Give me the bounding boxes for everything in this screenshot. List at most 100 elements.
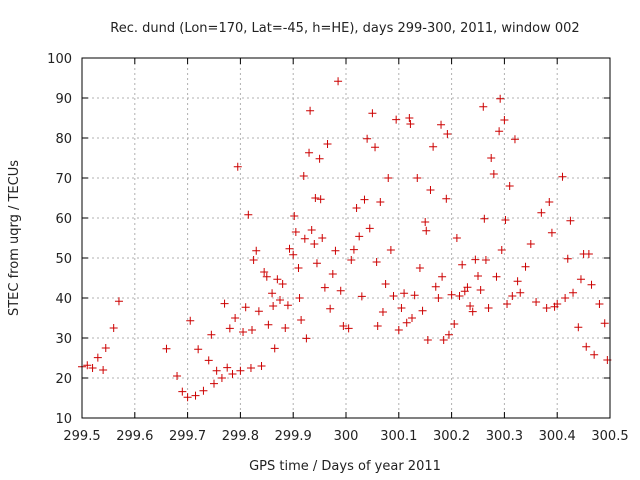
data-point-plus	[316, 195, 325, 204]
data-point-plus	[471, 255, 480, 264]
data-point-plus	[254, 307, 263, 316]
data-point-plus	[545, 198, 554, 206]
data-point-plus	[496, 94, 505, 103]
data-point-plus	[406, 120, 415, 128]
data-point-plus	[285, 244, 294, 253]
data-point-plus	[252, 246, 261, 255]
data-point-plus	[455, 292, 464, 300]
data-point-plus	[294, 264, 303, 272]
data-point-plus	[500, 116, 509, 124]
data-point-plus	[289, 250, 298, 259]
data-point-plus	[503, 300, 512, 308]
data-point-plus	[434, 294, 443, 302]
data-point-plus	[318, 234, 327, 242]
y-tick-label: 30	[55, 332, 72, 347]
data-point-plus	[312, 259, 321, 268]
data-point-plus	[299, 172, 308, 180]
data-point-plus	[392, 115, 401, 124]
data-point-plus	[315, 154, 324, 163]
data-point-plus	[291, 228, 300, 236]
y-tick-label: 10	[55, 412, 72, 427]
data-point-plus	[492, 272, 501, 281]
data-point-plus	[363, 134, 372, 143]
data-point-plus	[302, 334, 311, 343]
x-tick-label: 300	[334, 429, 359, 444]
data-point-plus	[334, 77, 343, 86]
data-point-plus	[587, 280, 596, 289]
data-point-plus	[352, 204, 361, 212]
y-tick-label: 70	[55, 172, 72, 187]
data-points	[78, 77, 612, 402]
data-point-plus	[389, 292, 398, 300]
data-point-plus	[276, 296, 284, 304]
data-point-plus	[505, 182, 514, 190]
data-point-plus	[386, 246, 395, 254]
data-point-plus	[199, 386, 208, 395]
data-point-plus	[233, 162, 242, 171]
data-point-plus	[378, 308, 387, 316]
data-point-plus	[497, 246, 506, 254]
data-point-plus	[269, 302, 278, 310]
data-point-plus	[344, 324, 353, 333]
data-point-plus	[566, 216, 575, 225]
y-tick-label: 50	[55, 252, 72, 267]
data-point-plus	[429, 142, 438, 151]
data-point-plus	[466, 302, 475, 310]
data-point-plus	[439, 336, 448, 344]
data-point-plus	[481, 256, 490, 264]
data-point-plus	[231, 314, 240, 322]
data-point-plus	[268, 289, 277, 298]
x-tick-label: 300.1	[380, 429, 417, 444]
data-point-plus	[283, 301, 292, 310]
data-point-plus	[553, 300, 562, 308]
data-point-plus	[400, 289, 409, 298]
data-point-plus	[510, 135, 519, 144]
data-point-plus	[248, 326, 257, 334]
data-point-plus	[501, 216, 510, 224]
data-point-plus	[173, 372, 182, 380]
x-tick-label: 299.5	[63, 429, 100, 444]
data-point-plus	[542, 304, 551, 312]
data-point-plus	[373, 322, 382, 330]
data-point-plus	[264, 320, 273, 329]
x-tick-label: 300.4	[539, 429, 576, 444]
data-point-plus	[228, 370, 237, 378]
data-point-plus	[438, 272, 447, 281]
x-tick-label: 299.9	[275, 429, 312, 444]
data-point-plus	[260, 268, 269, 276]
data-point-plus	[450, 320, 459, 328]
data-point-plus	[558, 172, 567, 181]
data-point-plus	[479, 102, 488, 111]
data-point-plus	[326, 304, 335, 313]
data-point-plus	[225, 324, 234, 333]
data-point-plus	[468, 307, 477, 316]
data-point-plus	[365, 224, 374, 233]
data-point-plus	[431, 282, 440, 291]
x-tick-label: 300.2	[433, 429, 470, 444]
data-point-plus	[521, 262, 530, 271]
data-point-plus	[246, 364, 255, 372]
plot-frame	[81, 57, 611, 419]
data-point-plus	[532, 298, 541, 306]
data-point-plus	[508, 292, 517, 300]
data-point-plus	[590, 350, 599, 359]
data-point-plus	[278, 280, 287, 288]
data-point-plus	[484, 304, 493, 312]
data-point-plus	[576, 275, 585, 284]
data-point-plus	[447, 290, 456, 299]
data-point-plus	[526, 240, 535, 248]
data-point-plus	[357, 292, 366, 301]
data-point-plus	[394, 326, 403, 334]
data-point-plus	[442, 194, 451, 203]
data-point-plus	[262, 272, 271, 281]
data-point-plus	[270, 344, 279, 353]
data-point-plus	[349, 245, 358, 254]
data-point-plus	[516, 288, 525, 297]
data-point-plus	[331, 246, 340, 255]
data-point-plus	[569, 288, 578, 297]
data-point-plus	[101, 344, 110, 352]
data-point-plus	[347, 256, 356, 264]
data-point-plus	[320, 283, 329, 292]
data-point-plus	[328, 270, 337, 278]
data-point-plus	[306, 106, 315, 115]
